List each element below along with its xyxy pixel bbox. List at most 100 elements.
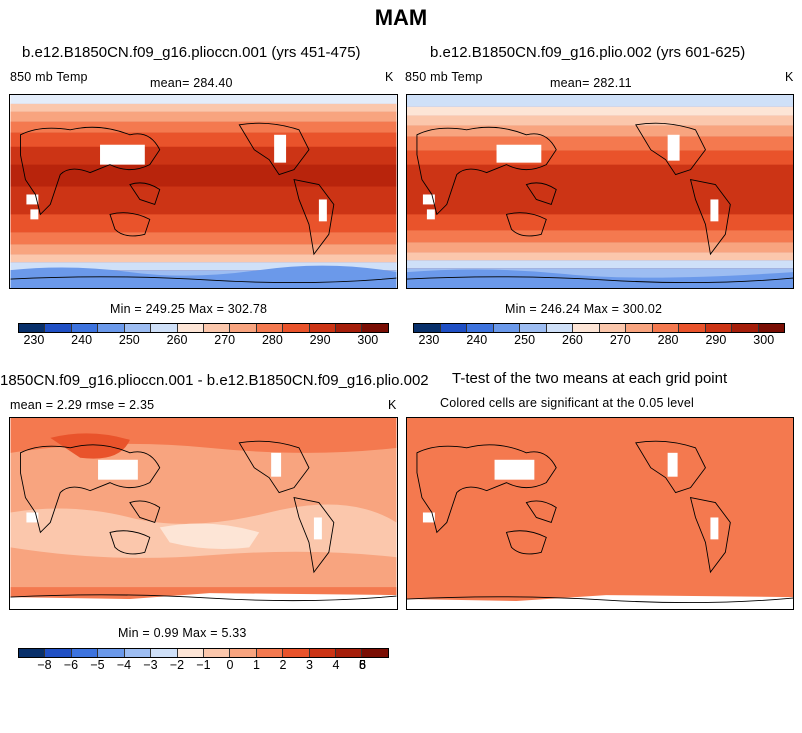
colorbar-tick-label: 230 <box>23 333 45 347</box>
colorbar-swatch <box>705 324 732 332</box>
colorbar-tick-label: 3 <box>306 658 313 672</box>
colorbar-tick-label: −3 <box>143 658 158 672</box>
panel3-minmax: Min = 0.99 Max = 5.33 <box>118 626 247 640</box>
panel3-map <box>9 417 398 610</box>
colorbar-swatch <box>336 649 363 657</box>
colorbar-tick-label: 250 <box>514 333 536 347</box>
colorbar-tick-label: 240 <box>466 333 488 347</box>
panel1-title: b.e12.B1850CN.f09_g16.plioccn.001 (yrs 4… <box>22 44 361 61</box>
colorbar-swatch <box>732 324 759 332</box>
panel4-subtitle: Colored cells are significant at the 0.0… <box>440 396 694 410</box>
colorbar-swatch <box>362 649 388 657</box>
figure-title: MAM <box>374 5 428 30</box>
colorbar-tick-label: 280 <box>657 333 679 347</box>
colorbar-tick-label: 260 <box>561 333 583 347</box>
panel1-minmax: Min = 249.25 Max = 302.78 <box>110 302 268 316</box>
colorbar-swatch <box>98 324 125 332</box>
colorbar-swatch <box>256 649 284 657</box>
colorbar-swatch <box>652 324 679 332</box>
colorbar-swatch <box>124 649 152 657</box>
colorbar-tick-label: −1 <box>196 658 211 672</box>
colorbar-swatch <box>626 324 653 332</box>
colorbar-swatch <box>203 649 231 657</box>
colorbar-swatch <box>45 324 72 332</box>
colorbar-swatch <box>493 324 520 332</box>
colorbar-tick-label: 300 <box>753 333 775 347</box>
colorbar-tick-label: 250 <box>118 333 140 347</box>
colorbar-swatch <box>283 649 310 657</box>
colorbar-swatch <box>151 324 178 332</box>
panel4-title: T-test of the two means at each grid poi… <box>452 370 728 387</box>
colorbar-tick-label: −6 <box>63 658 79 672</box>
colorbar-tick-label: 8 <box>359 658 366 672</box>
colorbar-swatch <box>336 324 363 332</box>
colorbar-swatch <box>758 324 784 332</box>
colorbar-tick-label: 300 <box>357 333 379 347</box>
colorbar-tick-label: 240 <box>71 333 93 347</box>
panel3-colorbar <box>18 648 389 658</box>
colorbar-swatch <box>71 324 99 332</box>
panel1-mean: mean= 284.40 <box>150 76 233 90</box>
colorbar-tick-label: −4 <box>116 658 132 672</box>
colorbar-swatch <box>151 649 178 657</box>
colorbar-swatch <box>414 324 441 332</box>
panel2-map <box>406 94 794 289</box>
colorbar-swatch <box>520 324 547 332</box>
colorbar-swatch <box>283 324 310 332</box>
panel1-variable: 850 mb Temp <box>10 70 88 84</box>
colorbar-swatch <box>177 324 204 332</box>
colorbar-tick-label: −8 <box>37 658 52 672</box>
colorbar-tick-label: −2 <box>169 658 185 672</box>
colorbar-swatch <box>19 649 46 657</box>
colorbar-swatch <box>467 324 494 332</box>
colorbar-swatch <box>599 324 626 332</box>
panel1-colorbar-ticks: 230 240 250 260 270 280 290 300 <box>18 333 389 349</box>
panel3-title: 1850CN.f09_g16.plioccn.001 - b.e12.B1850… <box>0 372 429 389</box>
colorbar-tick-label: 260 <box>166 333 188 347</box>
panel2-mean: mean= 282.11 <box>550 76 632 90</box>
colorbar-swatch <box>309 649 337 657</box>
panel3-stats: mean = 2.29 rmse = 2.35 <box>10 398 155 412</box>
colorbar-swatch <box>309 324 337 332</box>
colorbar-swatch <box>230 649 257 657</box>
panel1-map-graphic <box>10 95 397 288</box>
colorbar-swatch <box>362 324 388 332</box>
colorbar-tick-label: 230 <box>418 333 440 347</box>
colorbar-swatch <box>124 324 152 332</box>
colorbar-swatch <box>19 324 46 332</box>
colorbar-tick-label: 4 <box>332 658 340 672</box>
colorbar-tick-label: 5 <box>359 658 366 672</box>
colorbar-tick-label: 0 <box>226 658 234 672</box>
colorbar-tick-label: 1 <box>253 658 260 672</box>
panel1-units: K <box>385 70 394 84</box>
panel2-colorbar <box>413 323 785 333</box>
colorbar-tick-label: 270 <box>214 333 236 347</box>
colorbar-swatch <box>546 324 573 332</box>
colorbar-swatch <box>45 649 72 657</box>
colorbar-tick-label: 290 <box>309 333 331 347</box>
panel3-map-graphic <box>10 418 397 609</box>
panel2-title: b.e12.B1850CN.f09_g16.plio.002 (yrs 601-… <box>430 44 746 61</box>
colorbar-tick-label: −5 <box>90 658 105 672</box>
panel1-map <box>9 94 398 289</box>
panel4-map-graphic <box>407 418 793 609</box>
panel4-map <box>406 417 794 610</box>
colorbar-tick-label: 270 <box>609 333 631 347</box>
panel2-colorbar-ticks: 230 240 250 260 270 280 290 300 <box>413 333 785 349</box>
panel1-colorbar <box>18 323 389 333</box>
colorbar-tick-label: 280 <box>261 333 283 347</box>
colorbar-swatch <box>256 324 284 332</box>
panel2-variable: 850 mb Temp <box>405 70 483 84</box>
panel3-colorbar-ticks: −8 −6 −5 −4 −3 −2 −1 0 1 2 3 4 5 6 8 <box>18 658 389 674</box>
colorbar-swatch <box>177 649 204 657</box>
panel2-units: K <box>785 70 794 84</box>
colorbar-swatch <box>679 324 706 332</box>
colorbar-tick-label: 290 <box>705 333 727 347</box>
panel2-minmax: Min = 246.24 Max = 300.02 <box>505 302 663 316</box>
panel2-map-graphic <box>407 95 793 288</box>
panel3-units: K <box>388 398 397 412</box>
colorbar-swatch <box>71 649 99 657</box>
colorbar-swatch <box>440 324 467 332</box>
colorbar-swatch <box>573 324 600 332</box>
colorbar-swatch <box>98 649 125 657</box>
